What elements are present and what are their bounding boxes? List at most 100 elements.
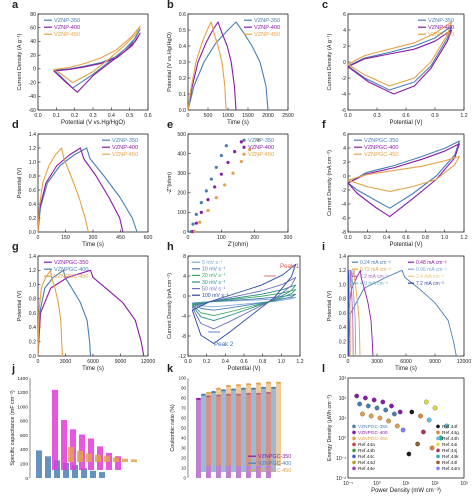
x-tick-label: 10⁰ <box>373 481 381 487</box>
x-tick-label: 300 <box>284 235 293 241</box>
legend-label: Ref.44g <box>442 430 459 436</box>
bar-top <box>256 382 261 385</box>
scatter-point <box>194 221 198 225</box>
x-tick-label: 6000 <box>400 359 412 365</box>
series-line-50 mV s⁻¹ <box>191 277 297 330</box>
legend-label: 20 mV s⁻¹ <box>202 273 226 279</box>
scatter-point <box>226 160 230 165</box>
y-axis-label: Current Density (mA cm⁻²) <box>327 150 333 216</box>
legend-label: VZNPGC-450 <box>364 152 399 158</box>
scatter-point <box>444 423 449 429</box>
x-tick-label: 0.3 <box>89 113 96 119</box>
plot-frame <box>187 133 289 233</box>
x-tick-label: 1.2 <box>460 113 467 119</box>
x-tick-label: 1.2 <box>460 235 467 241</box>
y-tick-label: 1.2 <box>29 268 36 274</box>
y-axis-label: Specific capacitance (mF cm⁻²) <box>10 390 16 466</box>
bar <box>231 389 236 472</box>
x-tick-label: 1.0 <box>278 359 285 365</box>
legend-label: VZNPGC-350 <box>258 454 291 460</box>
legend-label: 30 mV s⁻¹ <box>202 280 226 286</box>
y-tick-label: -4 <box>341 92 346 98</box>
panel-d: d 0 150 300 450 600 0.0 0.2 0.4 0.6 0.8 1.0 1.2 1.4 Ti… <box>12 119 152 248</box>
scatter-point <box>206 198 210 202</box>
series-line-VZNPGC-350 <box>347 140 460 209</box>
x-axis-label: Z′(ohm) <box>228 242 248 248</box>
x-tick-label: 0.5 <box>126 113 133 119</box>
legend-label: VZNP-450 <box>54 32 80 38</box>
legend-label: 10 mV s⁻¹ <box>202 267 226 273</box>
x-tick-label: 0.9 <box>431 113 438 119</box>
x-tick-label: 0.3 <box>373 113 380 119</box>
bar <box>68 446 74 462</box>
scatter-point <box>354 393 360 399</box>
legend-label: Ref.44k <box>442 454 459 460</box>
legend-label: VZNPGC-450 <box>358 436 388 442</box>
y-tick-label: 1.4 <box>339 254 346 260</box>
scatter-point <box>363 395 368 401</box>
y-tick-label: 1.0 <box>339 282 346 288</box>
legend-label: Ref.44l <box>442 460 457 466</box>
scatter-point <box>193 230 197 234</box>
x-tick-label: 500 <box>204 113 213 119</box>
scatter-point <box>421 429 426 435</box>
legend-marker <box>352 430 356 435</box>
scatter-point <box>392 411 397 417</box>
panel-h: h 0.0 0.2 0.4 0.6 0.8 1.0 1.2 -12 -8 -4 0 4 8 Potentia… <box>167 241 304 372</box>
panel-letter: j <box>11 363 15 375</box>
y-axis-label: Potential (V) <box>327 290 333 321</box>
x-tick-label: 0 <box>347 359 350 365</box>
scatter-point <box>365 403 371 409</box>
series-line-10 mV s⁻¹ <box>192 293 297 311</box>
bar <box>226 386 231 466</box>
panel-letter: i <box>322 241 325 253</box>
y-tick-label: 0.2 <box>179 76 186 82</box>
y-tick-label: 0.1 <box>179 92 186 98</box>
panel-letter: a <box>12 0 19 11</box>
x-tick-label: 9000 <box>115 359 127 365</box>
bar-top <box>226 385 231 388</box>
y-axis-label: -Z″(ohm) <box>167 172 173 194</box>
scatter-point <box>191 222 195 226</box>
legend-marker <box>352 436 356 441</box>
panel-i: i 0 3000 6000 9000 12000 0.0 0.2 0.4 0.6 0.8 1.0 1.2… <box>322 241 471 372</box>
series-line-VZNPGC-400 <box>37 269 92 357</box>
legend-label: VZNP-350 <box>54 18 80 24</box>
scatter-point <box>223 183 227 187</box>
legend-label: 7.2 mA cm⁻² <box>416 281 444 287</box>
legend-label: 0.24 mA cm⁻² <box>360 260 391 266</box>
y-tick-label: 40 <box>181 436 186 441</box>
series-line-VZNPGC-350 <box>37 269 145 357</box>
y-tick-label: 1.2 <box>29 146 36 152</box>
y-tick-label: 0.8 <box>339 297 346 303</box>
series-line-VZNP-450 <box>347 21 453 87</box>
legend-marker <box>352 466 356 471</box>
bar <box>261 387 266 472</box>
legend-marker <box>436 466 440 471</box>
scatter-point <box>423 399 429 405</box>
series-line-VZNP-400 <box>37 147 124 233</box>
bar <box>52 389 58 470</box>
y-axis-label: Energy Density (μWh cm⁻³) <box>327 395 333 461</box>
panel-a: a 0.0 0.1 0.2 0.3 0.4 0.5 0.6 -60 -40 -20 0 20 40 60 80… <box>12 0 152 126</box>
legend-label: 0.48 mA cm⁻² <box>416 260 447 266</box>
bar <box>276 382 281 466</box>
x-tick-label: 9000 <box>429 359 441 365</box>
x-tick-label: 10³ <box>460 481 468 487</box>
legend-marker <box>436 436 440 441</box>
legend-label: 1.2 mA cm⁻² <box>360 274 388 280</box>
y-tick-label: 0.8 <box>29 174 36 180</box>
bar <box>256 383 261 466</box>
legend-label: 4.8 mA cm⁻² <box>360 281 388 287</box>
bar <box>115 456 121 470</box>
plot-frame <box>347 377 465 479</box>
legend-label: Ref.44j <box>442 448 457 454</box>
y-tick-label: 0.0 <box>29 354 36 360</box>
x-tick-label: 0.2 <box>71 113 78 119</box>
scatter-point <box>219 172 223 176</box>
scatter-point <box>389 403 394 409</box>
series-line-VZNP-450 <box>187 21 227 111</box>
y-tick-label: -6 <box>341 216 346 222</box>
legend-label: 2.4 mA cm⁻² <box>416 274 444 280</box>
legend-label: Ref.44i <box>442 442 457 448</box>
